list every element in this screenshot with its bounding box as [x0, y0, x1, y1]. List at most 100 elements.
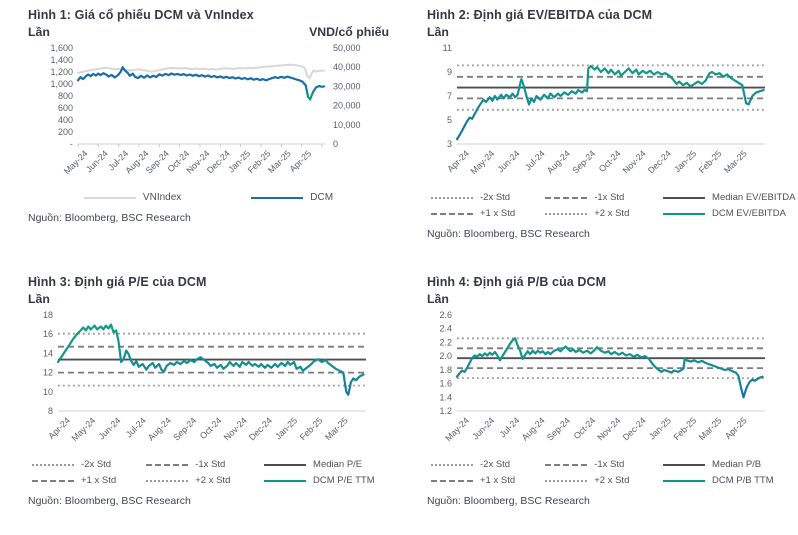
legend-item: Median EV/EBITDA — [663, 192, 795, 203]
legend-item: Median P/B — [663, 459, 788, 470]
y-axis-tick-label: 600 — [58, 103, 73, 113]
legend-swatch — [431, 212, 473, 215]
legend-label: DCM EV/EBITDA — [712, 208, 786, 220]
x-axis-tick-label: Dec-24 — [247, 416, 274, 443]
legend-swatch — [545, 463, 588, 466]
legend-item: +1 x Std — [431, 208, 545, 219]
legend: -2x Std -1x Std Median P/E +1 x Std +2 x Std… — [28, 459, 389, 486]
legend-swatch — [545, 479, 588, 482]
y-left-axis-title: Lần — [28, 291, 50, 306]
legend-swatch — [663, 479, 706, 482]
y-axis-tick-label: 3 — [447, 139, 452, 149]
x-axis-tick-label: Feb-25 — [671, 416, 698, 443]
legend: -2x Std -1x Std Median P/B +1 x Std +2 x Std… — [427, 459, 788, 486]
legend-item: -1x Std — [146, 459, 264, 470]
legend-label: +2 x Std — [195, 475, 231, 487]
y-axis-tick-label: - — [70, 139, 73, 149]
x-axis-tick-label: Aug-24 — [146, 416, 173, 443]
legend-swatch — [663, 196, 706, 199]
x-axis-tick-label: Jun-24 — [495, 149, 521, 175]
x-axis-tick-label: Mar-25 — [722, 149, 749, 176]
x-axis-tick-label: Sep-24 — [144, 149, 171, 176]
legend-item: +2 x Std — [545, 475, 663, 486]
legend-item: DCM P/E TTM — [264, 475, 389, 486]
legend-swatch — [663, 212, 706, 215]
legend-item: -2x Std — [431, 459, 545, 470]
y-axis-tick-label: 8 — [48, 406, 53, 416]
chart-title: Hình 2: Định giá EV/EBITDA của DCM — [427, 8, 653, 22]
legend-label: DCM — [310, 192, 334, 204]
legend-swatch — [264, 463, 307, 466]
x-axis-tick-label: Apr-24 — [46, 416, 72, 442]
x-axis-tick-label: Oct-24 — [572, 416, 598, 442]
chart-dcm-pe: Hình 3: Định giá P/E của DCM Lần 18 16 14 1… — [0, 267, 399, 535]
y-axis-tick-label: 2.4 — [439, 324, 452, 334]
x-axis-tick-label: Jul-24 — [523, 149, 547, 173]
source-note: Nguồn: Bloomberg, BSC Research — [427, 495, 590, 508]
y-axis-right-tick-label: 0 — [333, 139, 338, 149]
x-axis-tick-label: Oct-24 — [597, 149, 623, 175]
legend-swatch — [83, 196, 136, 199]
axis-title-row: Lần — [28, 292, 389, 307]
x-axis-tick-label: Feb-25 — [298, 416, 325, 443]
chart-title: Hình 4: Định giá P/B của DCM — [427, 275, 607, 289]
x-axis-tick-label: Jul-24 — [497, 416, 521, 440]
x-axis-tick-label: Sep-24 — [570, 149, 597, 176]
y-axis-tick-label: 14 — [43, 349, 53, 359]
y-axis-tick-label: 1,000 — [50, 79, 73, 89]
x-axis-tick-label: Oct-24 — [198, 416, 224, 442]
y-axis-tick-label: 18 — [43, 310, 53, 320]
y-axis-right-tick-label: 30,000 — [333, 82, 361, 92]
legend-label: DCM P/E TTM — [313, 475, 375, 487]
y-left-axis-title: Lần — [427, 24, 449, 39]
y-axis-tick-label: 16 — [43, 330, 53, 340]
legend-swatch — [32, 479, 74, 482]
y-axis-right-tick-label: 40,000 — [333, 63, 361, 73]
x-axis-tick-label: May-24 — [443, 416, 471, 444]
legend-item: VNIndex — [83, 192, 181, 203]
x-axis-tick-label: Jan-25 — [672, 149, 698, 175]
x-axis-tick-label: Aug-24 — [545, 149, 572, 176]
chart-title: Hình 3: Định giá P/E của DCM — [28, 275, 207, 289]
source-note: Nguồn: Bloomberg, BSC Research — [427, 228, 590, 241]
legend-item: +1 x Std — [431, 475, 545, 486]
x-axis-tick-label: May-24 — [468, 149, 496, 177]
y-axis-tick-label: 11 — [443, 43, 452, 53]
legend-label: Median P/B — [712, 459, 762, 471]
legend-label: +2 x Std — [594, 475, 630, 487]
x-axis-tick-label: Dec-24 — [646, 149, 673, 176]
series-line-dcm-p-b-ttm — [455, 337, 764, 399]
y-axis-tick-label: 2.6 — [439, 310, 452, 320]
axis-title-row: Lần VND/cổ phiếu — [28, 25, 389, 40]
y-axis-tick-label: 200 — [58, 127, 73, 137]
y-axis-right-tick-label: 50,000 — [333, 43, 361, 53]
x-axis-tick-label: Jul-24 — [124, 416, 148, 440]
x-axis-tick-label: Apr-24 — [445, 149, 471, 175]
x-axis-tick-label: Nov-24 — [621, 149, 648, 176]
legend-label: +2 x Std — [594, 208, 630, 220]
y-axis-tick-label: 2.0 — [439, 351, 452, 361]
x-axis-tick-label: Dec-24 — [621, 416, 648, 443]
y-axis-tick-label: 1.6 — [439, 379, 452, 389]
legend-item: -1x Std — [545, 192, 663, 203]
legend-item: +2 x Std — [545, 208, 663, 219]
y-axis-tick-label: 1.2 — [439, 406, 452, 416]
x-axis-tick-label: Nov-24 — [595, 416, 622, 443]
legend-swatch — [545, 212, 588, 215]
x-axis-tick-label: Sep-24 — [545, 416, 572, 443]
legend: -2x Std -1x Std Median EV/EBITDA +1 x Std +2… — [427, 192, 795, 220]
legend-swatch — [146, 463, 189, 466]
y-left-axis-title: Lần — [427, 291, 449, 306]
x-axis-tick-label: Jan-25 — [647, 416, 673, 442]
legend-swatch — [431, 479, 473, 482]
series-line-dcm-p-e-ttm — [56, 323, 365, 397]
y-left-axis-title: Lần — [28, 24, 50, 39]
y-axis-tick-label: 2.2 — [439, 338, 452, 348]
legend-swatch — [251, 196, 304, 199]
legend-swatch — [146, 479, 189, 482]
y-axis-right-tick-label: 10,000 — [333, 120, 361, 130]
chart-dcm-pb: Hình 4: Định giá P/B của DCM Lần 2.6 2.4 2… — [399, 267, 798, 535]
y-axis-tick-label: 1,200 — [50, 67, 73, 77]
